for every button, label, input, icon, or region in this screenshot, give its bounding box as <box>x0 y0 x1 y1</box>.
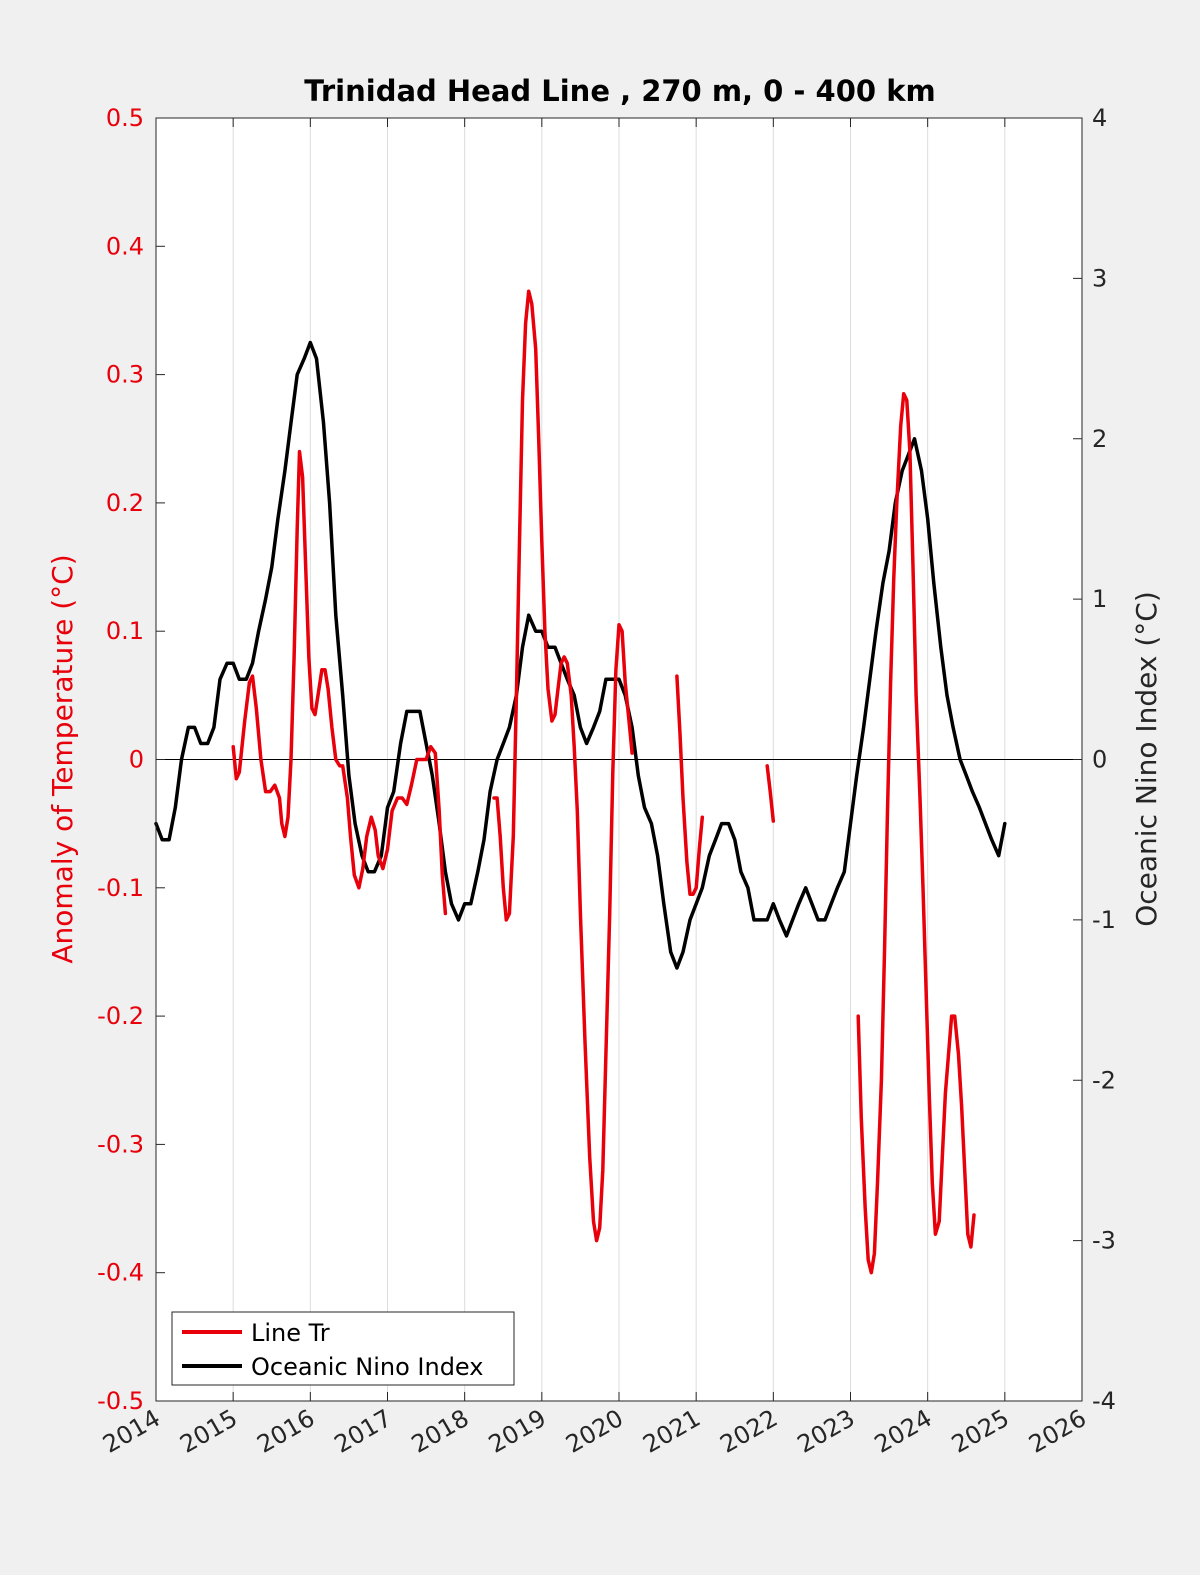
x-tick-label: 2021 <box>638 1404 705 1459</box>
x-tick-label: 2022 <box>715 1404 782 1459</box>
y-right-tick-label: -1 <box>1092 906 1116 934</box>
series-line-tr-segment-2 <box>492 289 634 1243</box>
chart-title: Trinidad Head Line , 270 m, 0 - 400 km <box>304 74 935 108</box>
y-left-tick-label: 0.2 <box>106 489 144 517</box>
series-line-tr-segment-5 <box>856 392 976 1275</box>
series-layer <box>154 289 1007 1275</box>
y-left-tick-label: -0.3 <box>97 1130 144 1158</box>
series-line-oceanic-nino-index <box>154 340 1007 970</box>
series-line-tr-segment-3 <box>675 674 705 896</box>
x-tick-label: 2026 <box>1024 1404 1091 1459</box>
y-left-tick-label: 0.5 <box>106 104 144 132</box>
y-right-tick-label: 2 <box>1092 425 1107 453</box>
series-line-tr-segment-1 <box>231 449 448 916</box>
legend: Line Tr Oceanic Nino Index <box>171 1311 515 1386</box>
x-tick-label: 2015 <box>175 1404 242 1459</box>
y-right-tick-label: 1 <box>1092 585 1107 613</box>
y-right-tick-label: 4 <box>1092 104 1107 132</box>
x-tick-label: 2019 <box>484 1404 551 1459</box>
y-left-tick-label: 0.3 <box>106 361 144 389</box>
x-tick-label: 2024 <box>870 1404 937 1459</box>
x-tick-label: 2016 <box>252 1404 319 1459</box>
y-left-tick-label: -0.4 <box>97 1259 144 1287</box>
y-right-tick-label: -3 <box>1092 1227 1116 1255</box>
y-left-tick-label: -0.1 <box>97 874 144 902</box>
y-axis-right-label: Oceanic Nino Index (°C) <box>1130 591 1163 927</box>
y-left-tick-label: 0.1 <box>106 617 144 645</box>
series-line-tr-segment-4 <box>765 764 776 823</box>
y-axis-left-label: Anomaly of Temperature (°C) <box>46 554 79 963</box>
y-left-tick-label: -0.5 <box>97 1387 144 1415</box>
y-right-tick-label: -2 <box>1092 1066 1116 1094</box>
x-tick-label: 2025 <box>947 1404 1014 1459</box>
legend-label-line-tr: Line Tr <box>251 1319 330 1347</box>
y-right-tick-label: -4 <box>1092 1387 1116 1415</box>
legend-label-oni: Oceanic Nino Index <box>251 1353 483 1381</box>
y-right-tick-label: 0 <box>1092 746 1107 774</box>
y-left-tick-label: -0.2 <box>97 1002 144 1030</box>
x-tick-label: 2018 <box>407 1404 474 1459</box>
y-right-tick-label: 3 <box>1092 264 1107 292</box>
y-left-tick-label: 0 <box>129 746 144 774</box>
x-tick-label: 2020 <box>561 1404 628 1459</box>
legend-box <box>171 1311 515 1386</box>
x-tick-label: 2017 <box>330 1404 397 1459</box>
y-left-tick-label: 0.4 <box>106 232 144 260</box>
x-tick-label: 2023 <box>793 1404 860 1459</box>
